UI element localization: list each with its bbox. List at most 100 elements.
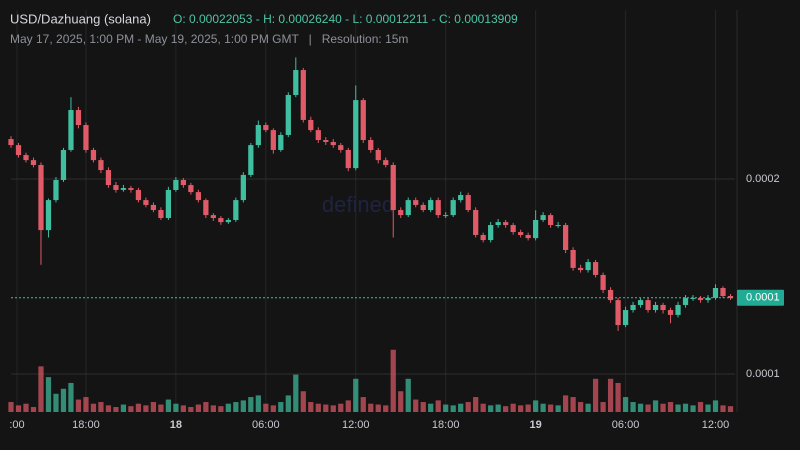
candle-body bbox=[488, 225, 494, 241]
x-tick-label: 18 bbox=[170, 419, 182, 431]
volume-bar bbox=[585, 403, 591, 412]
volume-bar bbox=[113, 407, 119, 412]
candle-body bbox=[405, 200, 411, 216]
volume-bar bbox=[405, 378, 411, 412]
volume-bar bbox=[600, 402, 606, 412]
volume-bar bbox=[180, 405, 187, 412]
candle-body bbox=[697, 297, 704, 301]
candle-body bbox=[645, 300, 651, 311]
volume-bar bbox=[38, 366, 44, 412]
volume-bar bbox=[188, 407, 194, 412]
volume-bar bbox=[675, 404, 681, 412]
candle-body bbox=[495, 222, 501, 226]
volume-bar bbox=[488, 405, 494, 412]
chart-subtitle: May 17, 2025, 1:00 PM - May 19, 2025, 1:… bbox=[10, 32, 408, 46]
volume-bar bbox=[240, 400, 246, 412]
volume-bar bbox=[480, 403, 486, 412]
watermark: defined bbox=[322, 192, 394, 217]
candle-body bbox=[518, 232, 524, 235]
volume-bar bbox=[525, 404, 531, 412]
candle-body bbox=[105, 170, 112, 186]
candle-body bbox=[218, 218, 224, 223]
candle-body bbox=[135, 189, 142, 201]
candle-body bbox=[278, 134, 284, 150]
volume-bar bbox=[390, 349, 396, 412]
candle-body bbox=[615, 300, 621, 326]
candle-body bbox=[270, 130, 276, 150]
volume-bar bbox=[510, 403, 516, 412]
candle-body bbox=[375, 149, 381, 161]
volume-bar bbox=[293, 374, 299, 412]
x-tick-label: 18:00 bbox=[72, 419, 100, 431]
candle-body bbox=[293, 70, 299, 96]
volume-bar bbox=[98, 402, 104, 412]
volume-bar bbox=[548, 404, 554, 412]
candle-body bbox=[8, 139, 14, 146]
x-tick-label: 12:00 bbox=[702, 419, 730, 431]
volume-bar bbox=[120, 404, 127, 412]
volume-bar bbox=[645, 404, 651, 412]
candle-body bbox=[383, 160, 389, 165]
candle-body bbox=[577, 267, 584, 271]
candle-body bbox=[398, 210, 404, 216]
volume-bar bbox=[255, 395, 261, 412]
volume-bar bbox=[105, 405, 112, 412]
candle-body bbox=[83, 125, 89, 150]
candle-body bbox=[607, 289, 614, 301]
volume-bar bbox=[398, 391, 404, 412]
volume-bar bbox=[23, 403, 29, 412]
candle-body bbox=[75, 110, 82, 126]
volume-bar bbox=[30, 407, 37, 412]
volume-bar bbox=[248, 397, 254, 412]
volume-bar bbox=[158, 404, 164, 412]
volume-bar bbox=[727, 406, 734, 412]
volume-bar bbox=[712, 400, 719, 412]
volume-bar bbox=[128, 406, 134, 412]
volume-bar bbox=[720, 405, 726, 412]
volume-bar bbox=[705, 404, 711, 412]
x-tick-label: 18:00 bbox=[432, 419, 460, 431]
candle-body bbox=[465, 195, 471, 211]
ohlc-legend: O: 0.00022053 - H: 0.00026240 - L: 0.000… bbox=[173, 12, 518, 26]
candle-body bbox=[592, 262, 599, 275]
candle-body bbox=[53, 180, 59, 201]
volume-bar bbox=[83, 397, 89, 412]
volume-bar bbox=[53, 393, 59, 412]
candle-body bbox=[345, 149, 351, 169]
candle-body bbox=[120, 187, 127, 190]
volume-bar bbox=[270, 405, 276, 412]
volume-bar bbox=[428, 403, 434, 412]
volume-bar bbox=[45, 377, 52, 412]
volume-bar bbox=[308, 402, 314, 412]
candle-body bbox=[435, 200, 441, 216]
volume-bar bbox=[465, 402, 471, 412]
candle-body bbox=[360, 100, 366, 141]
volume-bar bbox=[562, 395, 569, 412]
candle-body bbox=[180, 180, 187, 186]
volume-bar bbox=[8, 402, 14, 412]
candle-body bbox=[38, 164, 44, 231]
last-price-label: 0.0001 bbox=[746, 292, 780, 304]
candle-body bbox=[158, 210, 164, 219]
volume-bar bbox=[383, 405, 389, 412]
candle-body bbox=[210, 215, 216, 219]
volume-bar bbox=[615, 382, 621, 412]
volume-bar bbox=[435, 400, 441, 412]
candle-body bbox=[420, 204, 426, 211]
candle-body bbox=[368, 140, 374, 150]
volume-bar bbox=[570, 397, 576, 412]
candle-body bbox=[338, 145, 344, 150]
candle-body bbox=[705, 297, 711, 301]
y-tick-label: 0.0001 bbox=[746, 368, 780, 380]
candle-body bbox=[68, 110, 74, 150]
candle-body bbox=[263, 125, 269, 131]
candle-body bbox=[630, 304, 636, 311]
candle-body bbox=[233, 200, 239, 220]
candle-body bbox=[128, 187, 134, 190]
volume-bar bbox=[218, 406, 224, 412]
volume-bar bbox=[420, 402, 426, 412]
volume-bar bbox=[353, 378, 359, 412]
volume-bar bbox=[173, 403, 179, 412]
volume-bar bbox=[533, 400, 539, 412]
volume-bar bbox=[473, 397, 479, 412]
